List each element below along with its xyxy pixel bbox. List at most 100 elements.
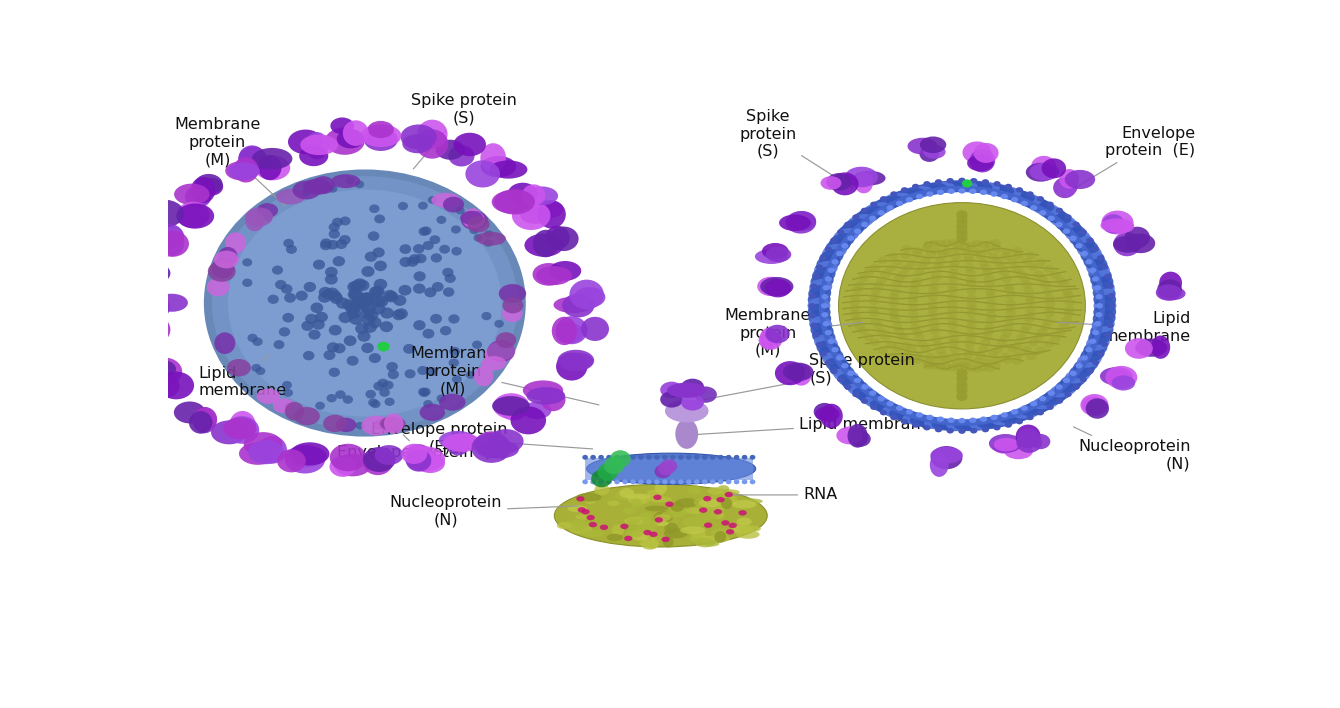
Ellipse shape [993,346,1004,353]
Ellipse shape [957,379,967,387]
Ellipse shape [970,149,996,173]
Ellipse shape [570,525,592,534]
Ellipse shape [1100,218,1134,232]
Ellipse shape [1093,304,1116,320]
Ellipse shape [553,297,592,313]
Ellipse shape [783,362,813,381]
Ellipse shape [902,264,911,272]
Ellipse shape [174,401,205,423]
Ellipse shape [360,307,374,319]
Ellipse shape [957,387,967,395]
Ellipse shape [890,415,898,421]
Ellipse shape [970,178,977,183]
Ellipse shape [946,181,978,192]
Ellipse shape [1065,228,1091,243]
Ellipse shape [704,496,712,501]
Ellipse shape [957,382,967,390]
Ellipse shape [335,239,347,249]
Ellipse shape [302,321,314,331]
Ellipse shape [1044,210,1072,224]
Ellipse shape [997,339,1006,347]
Ellipse shape [930,453,949,477]
Ellipse shape [1056,399,1063,404]
Ellipse shape [1044,341,1055,348]
Ellipse shape [347,356,359,366]
Ellipse shape [847,424,868,447]
Ellipse shape [614,479,620,484]
Ellipse shape [961,181,993,193]
Ellipse shape [910,184,941,196]
Ellipse shape [655,483,667,493]
Ellipse shape [1024,316,1034,323]
Ellipse shape [976,252,986,260]
Ellipse shape [437,394,446,402]
Ellipse shape [630,455,635,459]
Ellipse shape [1021,258,1032,265]
Ellipse shape [1030,156,1056,177]
Ellipse shape [828,268,835,273]
Ellipse shape [355,296,369,308]
Ellipse shape [561,294,595,317]
Ellipse shape [655,514,671,521]
Ellipse shape [393,309,406,320]
Ellipse shape [409,254,421,264]
Ellipse shape [690,535,714,542]
Ellipse shape [1016,333,1026,341]
Ellipse shape [319,287,332,297]
Ellipse shape [1001,412,1008,418]
Ellipse shape [419,404,445,421]
Ellipse shape [385,291,398,302]
Ellipse shape [957,229,967,236]
Ellipse shape [252,364,261,372]
Ellipse shape [1093,297,1116,314]
Ellipse shape [387,370,399,379]
Ellipse shape [252,148,292,169]
Ellipse shape [858,206,886,219]
Ellipse shape [523,401,552,419]
Ellipse shape [445,274,456,283]
Ellipse shape [957,234,967,242]
Ellipse shape [823,244,847,259]
Ellipse shape [537,200,565,229]
Ellipse shape [957,370,967,377]
Ellipse shape [498,284,527,303]
Ellipse shape [718,479,724,484]
Ellipse shape [965,264,976,272]
Ellipse shape [890,288,900,296]
Ellipse shape [788,363,809,382]
Ellipse shape [1064,215,1072,219]
Ellipse shape [374,279,387,290]
Ellipse shape [502,297,524,314]
Ellipse shape [946,178,954,183]
Ellipse shape [890,316,900,323]
Ellipse shape [449,347,460,355]
Ellipse shape [1091,273,1114,289]
Ellipse shape [957,228,967,236]
Ellipse shape [347,307,360,319]
Ellipse shape [405,446,445,472]
Ellipse shape [957,218,967,226]
Ellipse shape [484,239,493,247]
Ellipse shape [691,530,706,539]
Ellipse shape [990,413,1021,426]
Ellipse shape [957,387,967,394]
Ellipse shape [1001,353,1010,360]
Ellipse shape [891,280,902,287]
Ellipse shape [929,239,939,247]
Ellipse shape [468,216,489,232]
Ellipse shape [990,185,1021,198]
Ellipse shape [836,355,843,360]
Ellipse shape [1087,335,1110,350]
Text: Lipid
membrane: Lipid membrane [198,354,287,399]
Ellipse shape [418,202,427,210]
Ellipse shape [381,307,394,319]
Ellipse shape [488,341,515,362]
Ellipse shape [938,251,949,258]
Ellipse shape [858,392,886,406]
Ellipse shape [913,353,923,360]
Ellipse shape [1004,443,1033,459]
Ellipse shape [972,365,982,372]
Ellipse shape [910,280,921,288]
Ellipse shape [935,258,946,266]
Ellipse shape [855,281,866,289]
